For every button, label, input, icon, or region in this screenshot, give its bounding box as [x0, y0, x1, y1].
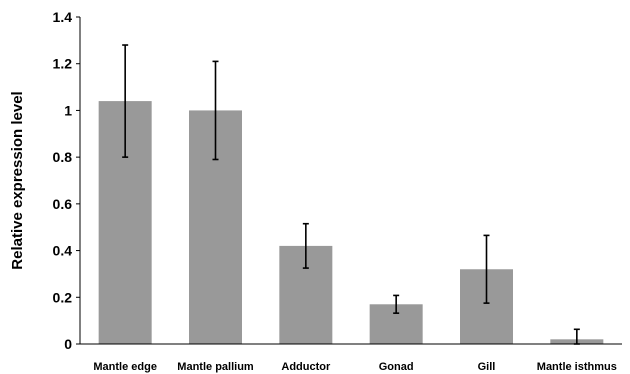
- x-tick-label: Mantle pallium: [177, 361, 254, 373]
- y-tick-label: 0.4: [53, 243, 73, 259]
- y-axis-title: Relative expression level: [9, 91, 26, 269]
- x-tick-label: Gonad: [379, 361, 414, 373]
- y-tick-label: 1.2: [53, 56, 73, 72]
- x-tick-label: Adductor: [281, 361, 331, 373]
- x-tick-label: Gill: [478, 361, 496, 373]
- y-tick-label: 0: [64, 336, 72, 352]
- x-tick-label: Mantle edge: [93, 361, 157, 373]
- y-tick-label: 1.4: [53, 9, 73, 25]
- y-tick-label: 0.6: [53, 196, 73, 212]
- x-ticks-layer: Mantle edge Mantle pallium Adductor Gonad Gi…: [93, 361, 616, 373]
- y-tick-label: 0.2: [53, 289, 73, 305]
- axes-layer: [79, 17, 622, 345]
- bars-layer: [98, 101, 604, 344]
- error-bars-layer: [122, 44, 580, 345]
- x-tick-label: Mantle isthmus: [537, 361, 617, 373]
- y-tick-label: 0.8: [53, 149, 73, 165]
- y-tick-label: 1: [64, 102, 72, 118]
- y-ticks-layer: 0 0.2 0.4 0.6 0.8 1 1.2 1.4: [53, 9, 80, 352]
